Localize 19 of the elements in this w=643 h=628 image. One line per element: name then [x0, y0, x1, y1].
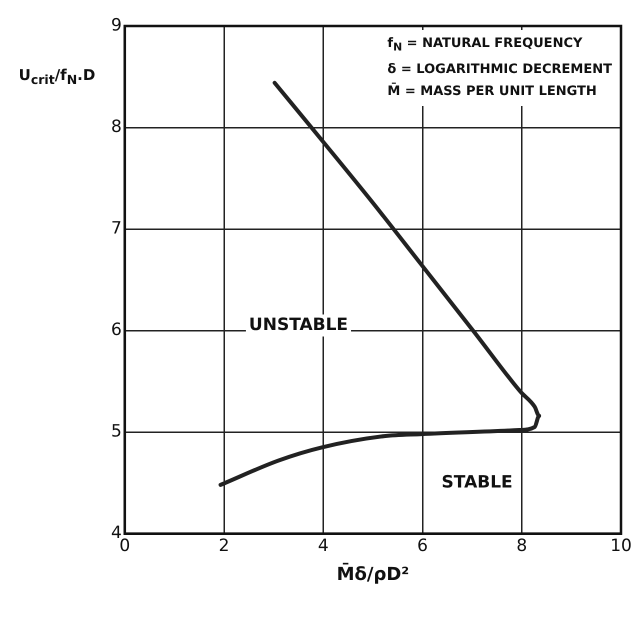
annotation: f$_{N}$ = NATURAL FREQUENCY	[387, 35, 584, 56]
y-tick-label: 8	[110, 116, 122, 137]
annotation: STABLE	[442, 472, 513, 492]
x-tick-label: 4	[318, 536, 329, 556]
x-tick-label: 10	[610, 536, 632, 556]
y-tick-label: 4	[110, 523, 122, 544]
y-tick-label: 6	[110, 320, 122, 340]
y-tick-label: 7	[110, 218, 122, 238]
annotation: UNSTABLE	[248, 314, 348, 335]
y-tick-label: 9	[110, 15, 122, 36]
y-tick-label: 5	[110, 422, 122, 442]
x-axis-title: M̄δ/ρD²	[336, 564, 410, 585]
x-tick-label: 6	[417, 536, 428, 556]
x-tick-label: 2	[218, 536, 230, 556]
y-axis-title: U$_{crit}$/f$_{N}$.D	[18, 66, 96, 87]
annotation: δ = LOGARITHMIC DECREMENT	[387, 60, 612, 79]
x-tick-label: 0	[119, 536, 130, 556]
x-tick-label: 8	[516, 536, 528, 556]
annotation: M̄ = MASS PER UNIT LENGTH	[387, 82, 598, 101]
